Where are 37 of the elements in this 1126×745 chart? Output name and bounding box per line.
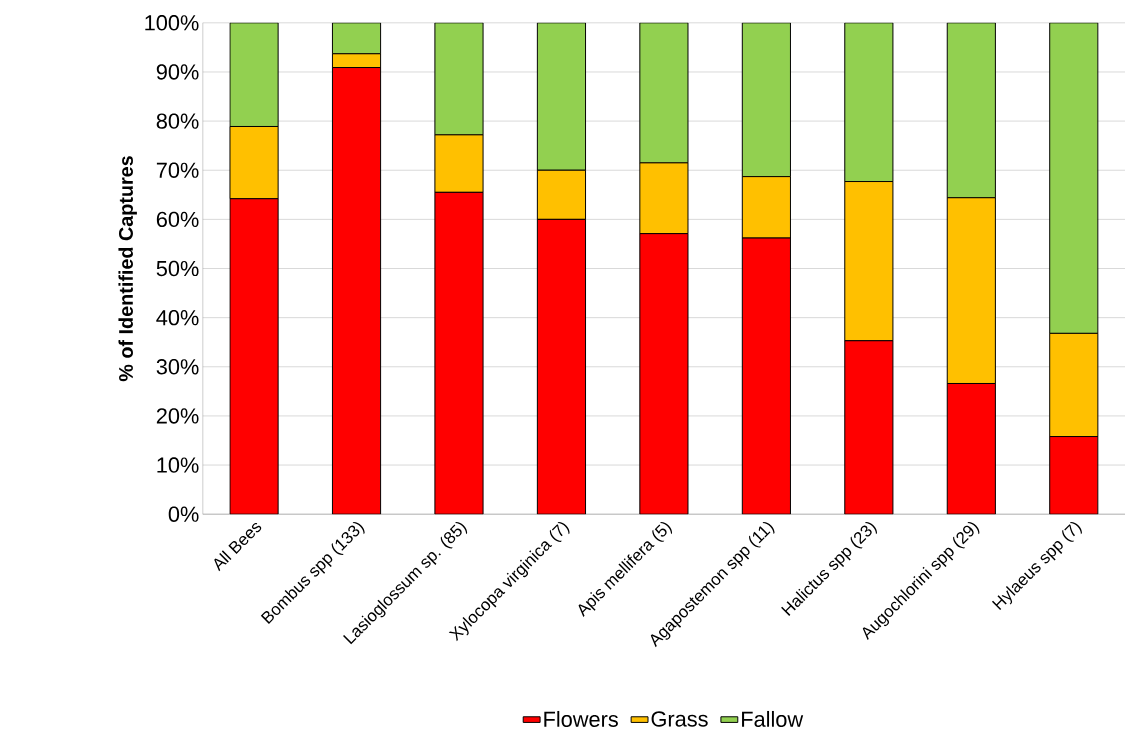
y-tick-label: 40% [156, 310, 199, 326]
y-tick-label: 60% [156, 211, 199, 228]
y-tick-label: 0% [168, 506, 199, 523]
legend-label: Flowers [544, 711, 618, 728]
bar [946, 23, 996, 199]
y-tick-label: 90% [156, 64, 199, 80]
bar [536, 23, 587, 171]
bar [536, 169, 587, 221]
bar [639, 162, 689, 235]
bar [331, 67, 382, 515]
bar [844, 340, 894, 515]
legend-label: Fallow [742, 711, 804, 728]
bar [639, 23, 689, 164]
y-tick-label: 10% [157, 457, 199, 474]
bar [946, 383, 996, 515]
bar [229, 198, 279, 515]
bar [741, 237, 791, 515]
bar [229, 23, 279, 128]
bar [434, 23, 484, 136]
bar [331, 23, 382, 55]
bar [434, 134, 484, 194]
y-tick-label: 20% [156, 408, 199, 424]
y-tick-label: 80% [156, 113, 199, 130]
bar [536, 219, 587, 515]
bar [741, 23, 791, 178]
y-axis-title: % of Identified Captures [118, 156, 137, 382]
bar [434, 192, 484, 515]
bar [1049, 23, 1099, 335]
y-tick-label: 50% [156, 261, 199, 277]
bar [741, 176, 791, 239]
y-tick-label: 70% [156, 162, 199, 179]
bar [844, 23, 894, 183]
bar [1049, 436, 1099, 515]
y-tick-label: 100% [145, 15, 199, 31]
bar [639, 233, 689, 515]
y-tick-label: 30% [156, 359, 199, 375]
legend-label: Grass [651, 711, 708, 727]
